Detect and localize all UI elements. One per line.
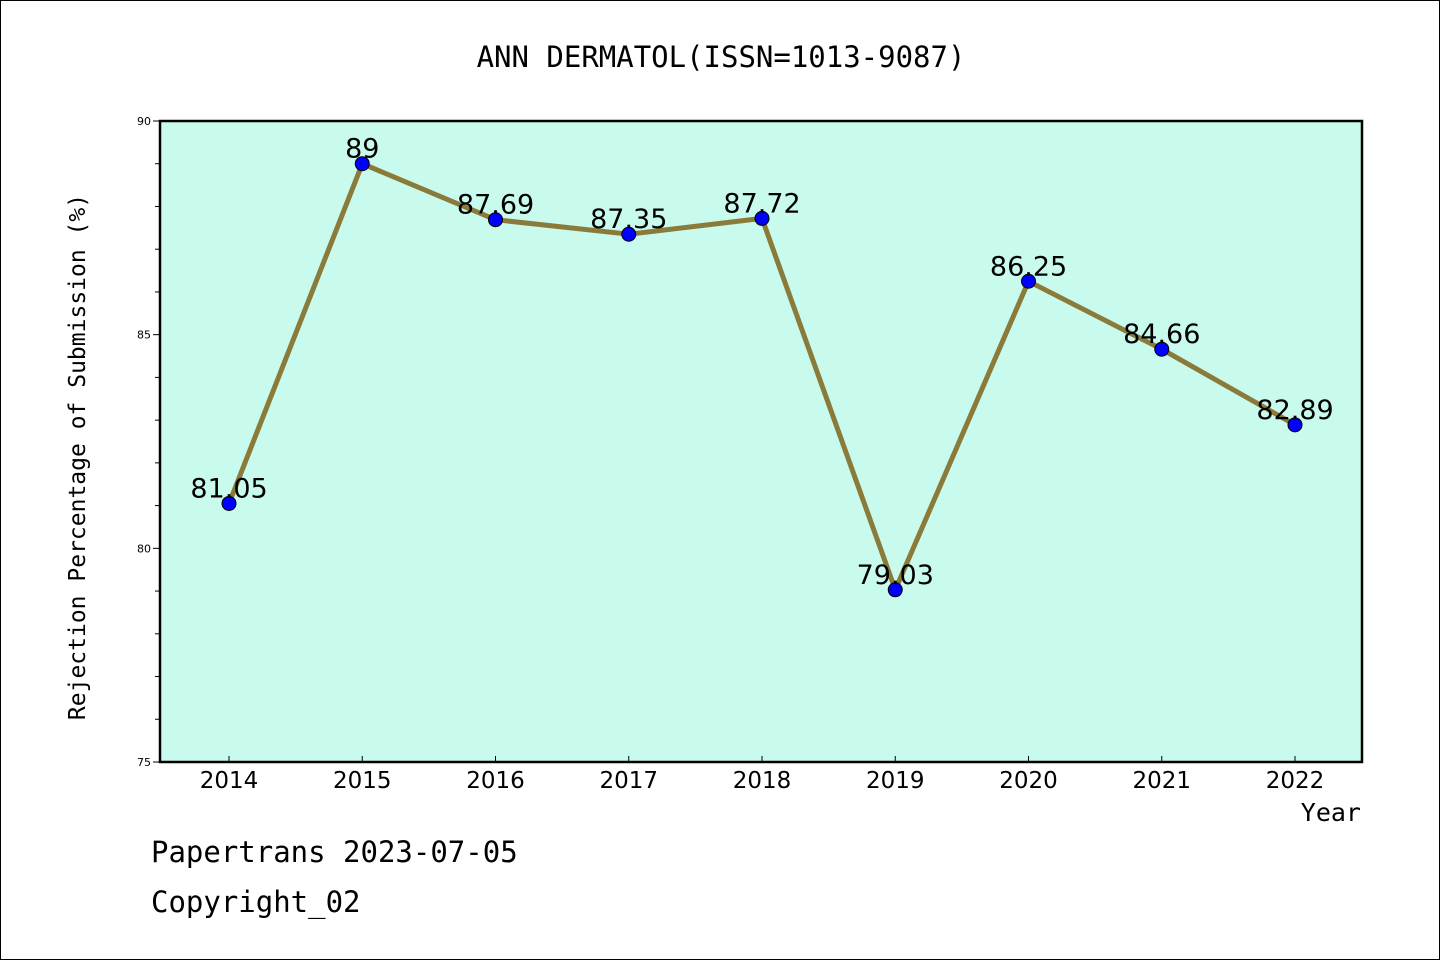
x-tick-label: 2020 <box>999 768 1058 794</box>
data-point <box>1287 417 1303 433</box>
data-label: 87.72 <box>723 188 800 219</box>
footer-copyright-line: Copyright_02 <box>151 885 361 919</box>
data-label: 86.25 <box>990 251 1067 282</box>
x-tick-label: 2017 <box>599 768 658 794</box>
plot-area <box>158 119 1364 764</box>
data-point <box>354 156 370 172</box>
y-tick-label: 90 <box>137 115 151 128</box>
x-tick-label: 2022 <box>1266 768 1325 794</box>
data-point <box>1154 341 1170 357</box>
footer-date-line: Papertrans 2023-07-05 <box>151 835 518 869</box>
series-markers <box>221 156 1303 598</box>
x-tick-label: 2014 <box>200 768 259 794</box>
data-label: 89 <box>345 134 379 165</box>
x-tick-label: 2018 <box>733 768 792 794</box>
x-axis-label: Year <box>1301 798 1361 827</box>
x-tick-label: 2019 <box>866 768 925 794</box>
x-tick-label: 2021 <box>1132 768 1191 794</box>
y-tick-label: 85 <box>137 329 151 342</box>
data-label: 87.69 <box>457 190 534 221</box>
data-point <box>621 226 637 242</box>
data-point <box>488 212 503 228</box>
chart-title: ANN DERMATOL(ISSN=1013-9087) <box>477 40 966 74</box>
data-point <box>887 582 903 598</box>
data-label: 82.89 <box>1256 395 1333 426</box>
x-tick-label: 2016 <box>466 768 525 794</box>
data-label: 87.35 <box>590 204 667 235</box>
data-point <box>1021 273 1036 289</box>
y-tick-label: 80 <box>137 542 151 555</box>
x-axis: 2014 2015 2016 2017 2018 2019 2020 2021 2022 <box>200 756 1325 794</box>
data-label: 79.03 <box>857 560 934 591</box>
data-label: 81.05 <box>190 473 267 504</box>
data-labels: 81.05 89 87.69 87.35 87.72 79.03 86.25 84.66 82.… <box>190 134 1333 591</box>
y-axis: 75 80 85 90 <box>137 115 160 769</box>
y-tick-label: 75 <box>137 756 151 769</box>
data-point <box>221 495 237 511</box>
data-label: 84.66 <box>1123 319 1200 350</box>
x-tick-label: 2015 <box>333 768 392 794</box>
data-point <box>754 210 770 226</box>
y-axis-label: Rejection Percentage of Submission (%) <box>65 194 91 720</box>
